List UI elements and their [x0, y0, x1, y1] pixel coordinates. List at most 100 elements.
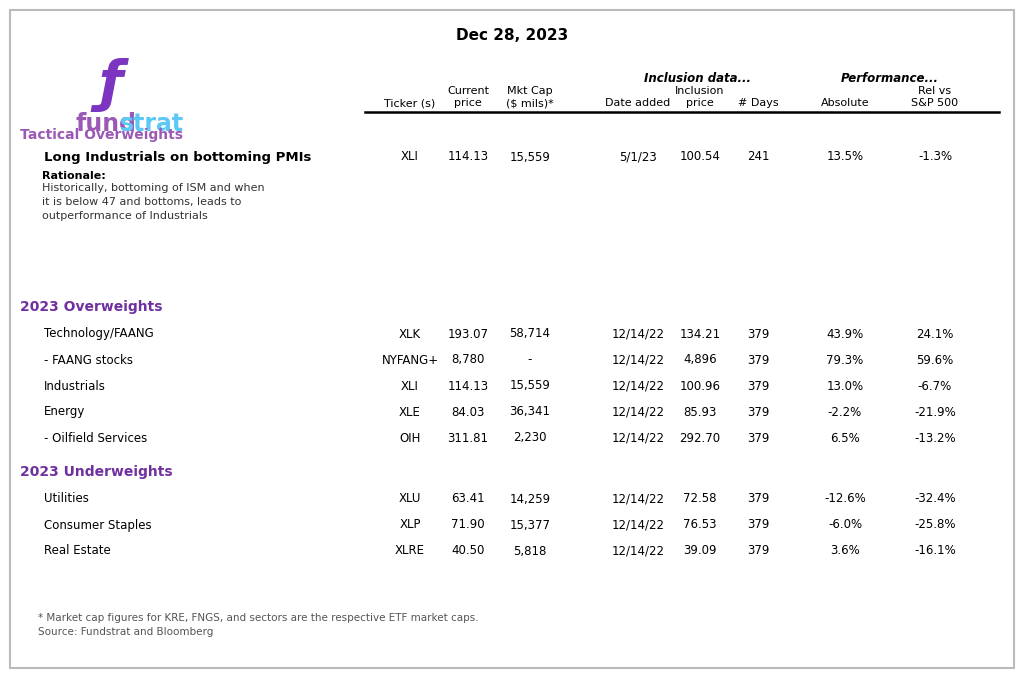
Text: 1: 1: [26, 494, 33, 504]
Text: 379: 379: [746, 327, 769, 340]
Bar: [20, 322, 39, 339]
Text: Current: Current: [447, 86, 489, 96]
Text: price: price: [454, 98, 482, 108]
Text: -12.6%: -12.6%: [824, 492, 866, 506]
Text: 15,377: 15,377: [510, 519, 551, 532]
Text: Inclusion data...: Inclusion data...: [644, 72, 752, 85]
Text: XLK: XLK: [399, 327, 421, 340]
Text: Performance...: Performance...: [841, 72, 939, 85]
Text: 12/14/22: 12/14/22: [611, 380, 665, 393]
Text: 12/14/22: 12/14/22: [611, 431, 665, 445]
Text: 15,559: 15,559: [510, 380, 551, 393]
Text: 379: 379: [746, 431, 769, 445]
Text: OIH: OIH: [399, 431, 421, 445]
Text: 8,780: 8,780: [452, 353, 484, 367]
Text: NYFANG+: NYFANG+: [381, 353, 438, 367]
Text: * Market cap figures for KRE, FNGS, and sectors are the respective ETF market ca: * Market cap figures for KRE, FNGS, and …: [38, 613, 478, 623]
Text: - Oilfield Services: - Oilfield Services: [44, 431, 147, 445]
Text: 292.70: 292.70: [680, 431, 721, 445]
Text: 84.03: 84.03: [452, 405, 484, 418]
Text: 5/1/23: 5/1/23: [620, 151, 656, 163]
Text: 63.41: 63.41: [452, 492, 484, 506]
Text: 311.81: 311.81: [447, 431, 488, 445]
Text: 85.93: 85.93: [683, 405, 717, 418]
Text: 2: 2: [26, 520, 33, 530]
Text: -25.8%: -25.8%: [914, 519, 955, 532]
Text: 12/14/22: 12/14/22: [611, 544, 665, 557]
Text: 3: 3: [26, 546, 33, 556]
Text: Mkt Cap: Mkt Cap: [507, 86, 553, 96]
Text: outperformance of Industrials: outperformance of Industrials: [42, 211, 208, 221]
Text: 3: 3: [26, 407, 33, 417]
Text: Rel vs: Rel vs: [919, 86, 951, 96]
Text: Energy: Energy: [44, 405, 85, 418]
Text: 40.50: 40.50: [452, 544, 484, 557]
Text: ($ mils)*: ($ mils)*: [506, 98, 554, 108]
Text: 114.13: 114.13: [447, 380, 488, 393]
Text: 1: 1: [26, 329, 33, 339]
Text: 14,259: 14,259: [509, 492, 551, 506]
Text: 100.54: 100.54: [680, 151, 721, 163]
Text: Ticker (s): Ticker (s): [384, 98, 435, 108]
Text: # Days: # Days: [737, 98, 778, 108]
Text: 12/14/22: 12/14/22: [611, 519, 665, 532]
Text: -21.9%: -21.9%: [914, 405, 955, 418]
Text: 379: 379: [746, 353, 769, 367]
Text: -: -: [527, 353, 532, 367]
Text: 379: 379: [746, 380, 769, 393]
Text: 2023 Overweights: 2023 Overweights: [20, 300, 163, 314]
Text: fund: fund: [75, 112, 136, 136]
Text: 12/14/22: 12/14/22: [611, 405, 665, 418]
Bar: [20, 167, 36, 229]
Text: 39.09: 39.09: [683, 544, 717, 557]
Text: Rationale:: Rationale:: [42, 171, 105, 181]
Text: -16.1%: -16.1%: [914, 544, 955, 557]
Text: 114.13: 114.13: [447, 151, 488, 163]
Text: 5,818: 5,818: [513, 544, 547, 557]
Text: 134.21: 134.21: [680, 327, 721, 340]
Bar: [20, 513, 39, 530]
Text: -1.3%: -1.3%: [918, 151, 952, 163]
Text: 2023 Underweights: 2023 Underweights: [20, 465, 173, 479]
Bar: [20, 487, 39, 504]
Text: strat: strat: [120, 112, 184, 136]
Text: 13.5%: 13.5%: [826, 151, 863, 163]
Text: Real Estate: Real Estate: [44, 544, 111, 557]
Text: -6.7%: -6.7%: [918, 380, 952, 393]
Text: 2,230: 2,230: [513, 431, 547, 445]
Text: Consumer Staples: Consumer Staples: [44, 519, 152, 532]
Text: XLRE: XLRE: [395, 544, 425, 557]
Bar: [20, 400, 39, 417]
Text: 43.9%: 43.9%: [826, 327, 863, 340]
Text: 379: 379: [746, 405, 769, 418]
Bar: [20, 374, 39, 391]
Text: -2.2%: -2.2%: [827, 405, 862, 418]
Text: - FAANG stocks: - FAANG stocks: [44, 353, 133, 367]
Bar: [20, 485, 36, 565]
Text: -6.0%: -6.0%: [828, 519, 862, 532]
Bar: [365, 60, 565, 588]
Text: -13.2%: -13.2%: [914, 431, 955, 445]
Text: 6.5%: 6.5%: [830, 431, 860, 445]
Text: 3.6%: 3.6%: [830, 544, 860, 557]
Text: 241: 241: [746, 151, 769, 163]
Text: XLI: XLI: [401, 151, 419, 163]
Text: Long Industrials on bottoming PMIs: Long Industrials on bottoming PMIs: [44, 151, 311, 163]
Text: Inclusion: Inclusion: [675, 86, 725, 96]
Text: XLI: XLI: [401, 380, 419, 393]
Text: price: price: [686, 98, 714, 108]
Text: 4,896: 4,896: [683, 353, 717, 367]
Text: Dec 28, 2023: Dec 28, 2023: [456, 28, 568, 43]
Text: S&P 500: S&P 500: [911, 98, 958, 108]
Text: 71.90: 71.90: [452, 519, 484, 532]
Text: it is below 47 and bottoms, leads to: it is below 47 and bottoms, leads to: [42, 197, 242, 207]
Text: 379: 379: [746, 544, 769, 557]
Text: 36,341: 36,341: [510, 405, 551, 418]
Text: 72.58: 72.58: [683, 492, 717, 506]
Text: 59.6%: 59.6%: [916, 353, 953, 367]
Text: 2: 2: [26, 381, 33, 391]
Text: 13.0%: 13.0%: [826, 380, 863, 393]
Text: 379: 379: [746, 492, 769, 506]
Text: XLE: XLE: [399, 405, 421, 418]
Text: Tactical Overweights: Tactical Overweights: [20, 128, 183, 142]
